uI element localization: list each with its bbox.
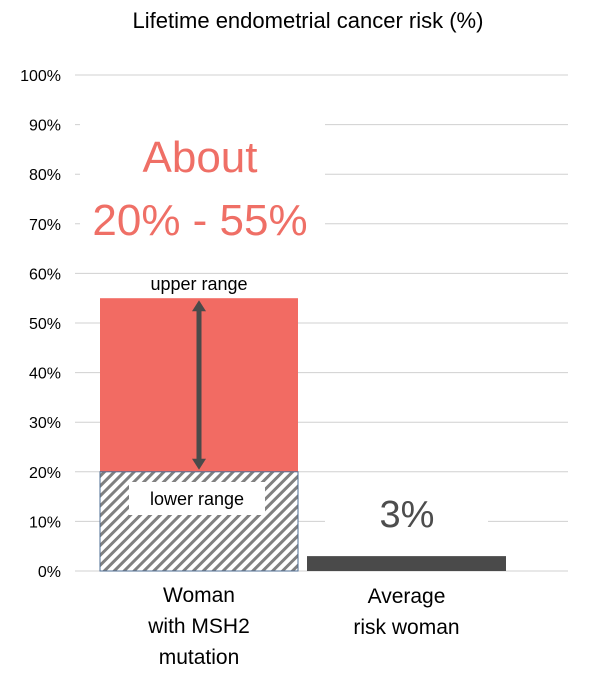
y-tick-label: 40% [29, 366, 61, 383]
annotation-backdrop [80, 110, 325, 260]
range-arrow-head-up [192, 300, 206, 312]
upper-range-label: upper range [150, 274, 247, 294]
chart-title: Lifetime endometrial cancer risk (%) [133, 8, 484, 33]
y-tick-label: 90% [29, 118, 61, 135]
x-category-label: with MSH2 [147, 615, 250, 638]
y-tick-label: 20% [29, 465, 61, 482]
x-category-label: Average [368, 585, 446, 608]
y-tick-label: 80% [29, 167, 61, 184]
x-category-label: risk woman [353, 616, 459, 639]
y-tick-label: 50% [29, 316, 61, 333]
y-tick-label: 0% [38, 564, 61, 581]
y-tick-label: 60% [29, 266, 61, 283]
range-arrow-head-down [192, 458, 206, 470]
annotations: upper range lower range About 20% - 55% 3% [92, 133, 434, 536]
y-tick-label: 10% [29, 514, 61, 531]
y-axis-ticks: 0% 10% 20% 30% 40% 50% 60% 70% 80% 90% 100% [20, 68, 61, 581]
range-annotation-line2: 20% - 55% [92, 196, 307, 245]
range-annotation-line1: About [143, 133, 258, 182]
average-value-label: 3% [380, 494, 435, 536]
lower-range-label-backdrop [129, 482, 265, 515]
x-category-label: Woman [163, 584, 235, 607]
lower-range-label: lower range [150, 489, 244, 509]
bar-average [307, 556, 506, 571]
y-tick-label: 30% [29, 415, 61, 432]
x-category-label: mutation [159, 646, 240, 669]
y-tick-label: 70% [29, 217, 61, 234]
y-tick-label: 100% [20, 68, 61, 85]
x-axis-categories: Woman with MSH2 mutation Average risk woman [147, 584, 459, 669]
value-label-backdrop [325, 490, 488, 550]
